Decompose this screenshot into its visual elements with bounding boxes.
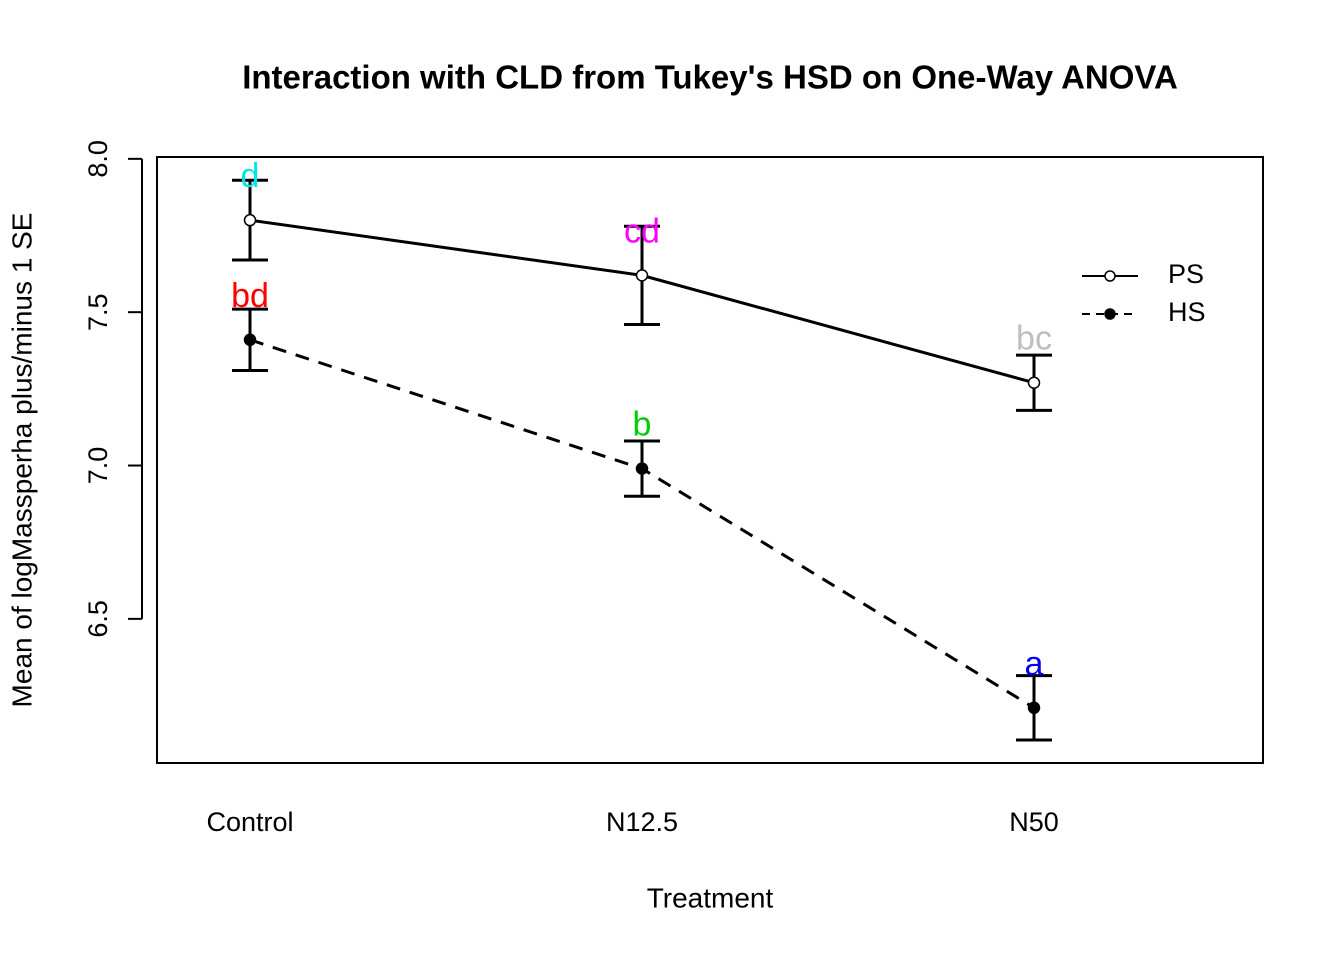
- series-line: [249, 338, 1035, 710]
- cld-letter: d: [241, 157, 260, 195]
- y-tick-label: 8.0: [83, 140, 113, 178]
- y-tick-label: 7.5: [83, 293, 113, 331]
- point: [243, 333, 257, 347]
- point: [635, 269, 649, 282]
- legend-label: HS: [1168, 297, 1206, 327]
- y-axis-label: Mean of logMassperha plus/minus 1 SE: [6, 213, 37, 708]
- legend-label: PS: [1168, 259, 1204, 289]
- cld-letter: a: [1025, 645, 1044, 683]
- point: [243, 213, 257, 227]
- point: [635, 462, 649, 475]
- x-tick-label: N50: [1009, 807, 1059, 837]
- y-tick-label: 6.5: [83, 600, 113, 638]
- cld-letter: bc: [1016, 320, 1052, 358]
- chart-title: Interaction with CLD from Tukey's HSD on…: [242, 59, 1178, 96]
- point: [1027, 376, 1041, 389]
- x-tick-label: Control: [206, 807, 293, 837]
- y-tick-label: 7.0: [83, 447, 113, 485]
- plot-frame: [156, 156, 1264, 764]
- point: [1027, 701, 1041, 715]
- legend-marker: [1104, 270, 1116, 282]
- cld-letter: b: [633, 406, 652, 444]
- cld-letter: cd: [624, 212, 660, 250]
- x-axis-label: Treatment: [647, 882, 774, 913]
- legend-marker: [1104, 308, 1116, 320]
- cld-letter: bd: [231, 277, 269, 315]
- x-tick-label: N12.5: [606, 807, 678, 837]
